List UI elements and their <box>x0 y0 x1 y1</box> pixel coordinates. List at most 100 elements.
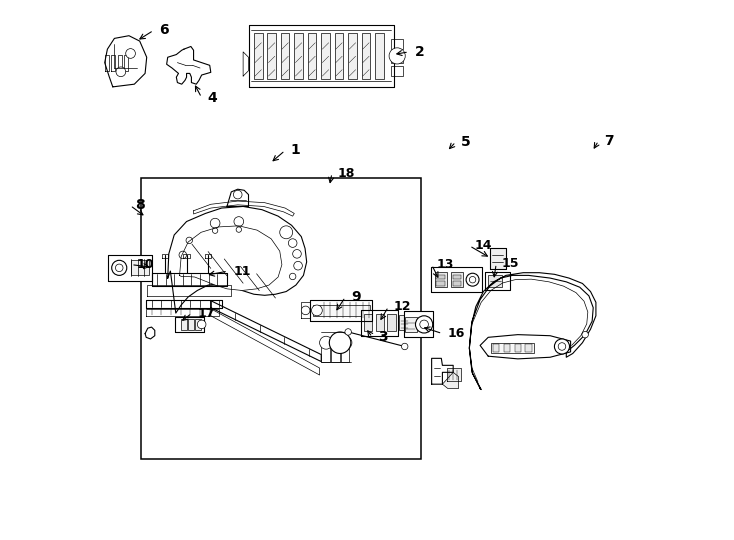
Circle shape <box>301 306 310 315</box>
Bar <box>308 33 316 79</box>
Polygon shape <box>124 55 128 71</box>
Bar <box>453 275 461 279</box>
Circle shape <box>280 226 293 239</box>
Bar <box>281 33 289 79</box>
Circle shape <box>330 336 342 349</box>
Polygon shape <box>211 309 319 375</box>
Polygon shape <box>117 55 122 71</box>
Circle shape <box>582 332 589 338</box>
Bar <box>388 314 396 332</box>
Polygon shape <box>243 52 249 76</box>
Text: 6: 6 <box>159 23 169 37</box>
Bar <box>493 344 500 353</box>
Bar <box>391 39 403 49</box>
Polygon shape <box>249 25 394 87</box>
Circle shape <box>293 249 301 258</box>
Bar <box>265 267 270 275</box>
Bar <box>364 314 372 332</box>
Bar <box>188 319 194 330</box>
Circle shape <box>330 332 351 354</box>
Text: 4: 4 <box>207 91 217 105</box>
Bar <box>526 344 532 353</box>
Polygon shape <box>443 373 459 388</box>
Bar <box>437 281 445 286</box>
Polygon shape <box>211 301 321 362</box>
Polygon shape <box>105 55 109 71</box>
Circle shape <box>339 336 352 349</box>
Bar <box>435 272 447 287</box>
Bar <box>453 281 461 286</box>
Circle shape <box>233 190 242 199</box>
Text: 10: 10 <box>137 258 154 271</box>
Bar <box>376 314 384 332</box>
Polygon shape <box>480 335 570 359</box>
Circle shape <box>345 329 352 335</box>
Text: 14: 14 <box>475 239 493 252</box>
Bar <box>451 272 463 287</box>
Bar <box>504 344 510 353</box>
Polygon shape <box>469 273 596 389</box>
Bar <box>294 33 303 79</box>
Text: 2: 2 <box>415 45 424 59</box>
Polygon shape <box>227 189 249 206</box>
Bar <box>195 319 200 330</box>
Text: 8: 8 <box>135 198 145 212</box>
Bar <box>391 66 403 76</box>
Bar <box>341 340 349 362</box>
Bar <box>348 33 357 79</box>
Bar <box>437 275 445 279</box>
Bar <box>375 33 384 79</box>
Circle shape <box>197 320 206 329</box>
Polygon shape <box>205 254 211 258</box>
Circle shape <box>319 336 333 349</box>
Text: 13: 13 <box>437 258 454 271</box>
Text: 9: 9 <box>351 290 360 304</box>
Polygon shape <box>485 272 509 291</box>
Polygon shape <box>447 368 461 381</box>
Bar <box>313 305 370 316</box>
Circle shape <box>210 218 220 228</box>
Polygon shape <box>161 254 168 258</box>
Polygon shape <box>146 309 219 316</box>
Polygon shape <box>431 267 482 292</box>
Circle shape <box>289 273 296 280</box>
Polygon shape <box>175 317 204 332</box>
Circle shape <box>112 260 127 275</box>
Polygon shape <box>360 310 399 336</box>
Bar <box>321 33 330 79</box>
Bar <box>399 315 409 330</box>
Circle shape <box>179 251 186 259</box>
Polygon shape <box>105 36 147 87</box>
Bar <box>488 275 501 287</box>
Circle shape <box>212 228 218 233</box>
Circle shape <box>234 217 244 226</box>
Bar <box>362 33 370 79</box>
Circle shape <box>311 305 322 316</box>
Polygon shape <box>404 312 433 338</box>
Circle shape <box>389 48 405 64</box>
Text: 18: 18 <box>338 166 355 179</box>
Polygon shape <box>180 226 282 291</box>
Polygon shape <box>111 55 115 71</box>
Circle shape <box>186 237 192 244</box>
Bar <box>321 340 330 362</box>
Bar <box>491 343 534 354</box>
Circle shape <box>415 316 433 333</box>
Circle shape <box>469 276 476 283</box>
Circle shape <box>236 227 241 232</box>
Text: 15: 15 <box>501 257 519 270</box>
Polygon shape <box>109 255 151 281</box>
Polygon shape <box>145 327 155 339</box>
Text: 5: 5 <box>461 135 471 149</box>
Bar <box>515 344 521 353</box>
Bar <box>181 319 186 330</box>
Bar <box>335 33 344 79</box>
Polygon shape <box>310 300 372 321</box>
Text: 16: 16 <box>448 327 465 340</box>
Bar <box>404 317 417 332</box>
Polygon shape <box>146 300 222 308</box>
Bar <box>331 340 340 362</box>
Circle shape <box>558 343 566 350</box>
Text: 7: 7 <box>604 134 614 148</box>
Circle shape <box>420 320 429 329</box>
